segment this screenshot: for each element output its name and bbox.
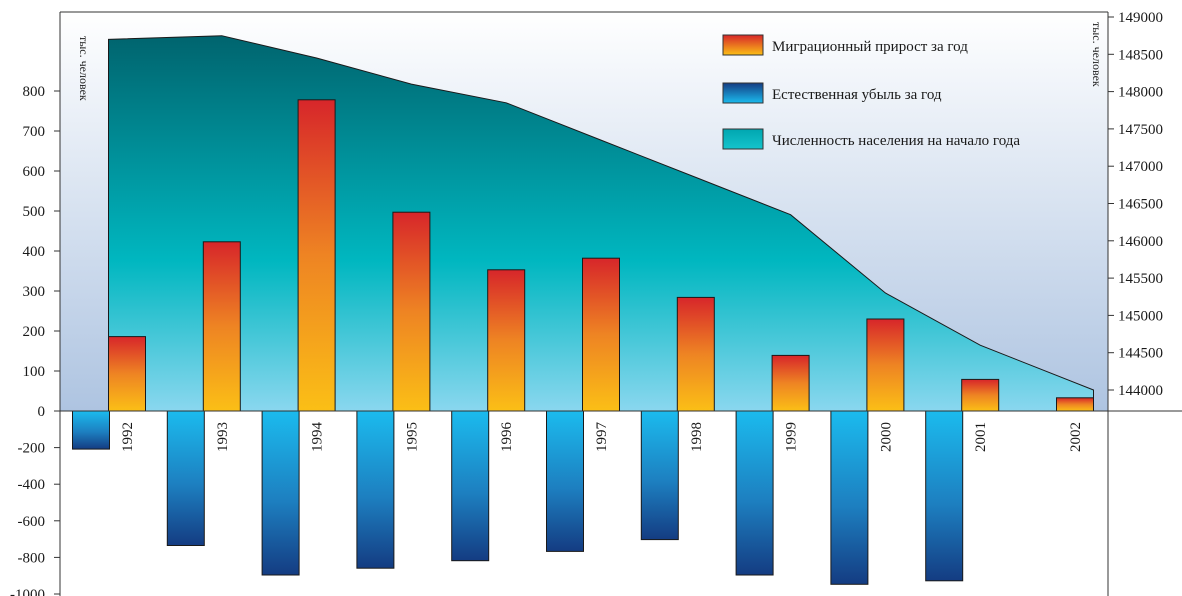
migration-bar-1997 xyxy=(582,257,620,412)
migration-bar-1999 xyxy=(771,354,810,412)
legend-label-population: Численность населения на начало года xyxy=(772,133,1020,149)
right-tick-label: 144000 xyxy=(1118,383,1163,399)
migration-bar-1995 xyxy=(392,211,431,412)
migration-bar-2002 xyxy=(1056,397,1094,412)
year-label-1997: 1997 xyxy=(594,422,610,453)
legend-item-population: Численность населения на начало года xyxy=(722,128,1020,150)
year-label-1998: 1998 xyxy=(689,422,705,452)
year-label-1993: 1993 xyxy=(215,422,231,452)
left-tick-label: 300 xyxy=(23,284,46,300)
migration-bar-1992 xyxy=(108,336,146,412)
year-label-1996: 1996 xyxy=(499,422,515,453)
left-tick-label: 400 xyxy=(23,244,46,260)
natural-loss-bars xyxy=(72,410,964,585)
legend: Миграционный прирост за год Естественная… xyxy=(722,34,1020,150)
year-label-2001: 2001 xyxy=(973,422,989,452)
legend-swatch-natural-loss xyxy=(722,82,764,104)
right-tick-label: 145500 xyxy=(1118,271,1163,287)
left-tick-label: 200 xyxy=(23,324,46,340)
legend-swatch-migration xyxy=(722,34,764,56)
right-axis-label: тыс. человек xyxy=(1090,22,1104,87)
right-tick-label: 147500 xyxy=(1118,122,1163,138)
left-axis-label: тыс. человек xyxy=(77,36,91,101)
migration-bar-2001 xyxy=(961,378,1000,412)
left-tick-label: 700 xyxy=(23,124,46,140)
legend-item-natural-loss: Естественная убыль за год xyxy=(722,82,942,104)
legend-swatch-population xyxy=(722,128,764,150)
natural-loss-bar-1993 xyxy=(166,410,205,546)
left-tick-label: -200 xyxy=(18,441,46,457)
migration-bar-1993 xyxy=(202,241,241,412)
migration-bar-1994 xyxy=(297,99,336,412)
left-tick-label: -600 xyxy=(18,514,46,530)
right-tick-label: 144500 xyxy=(1118,346,1163,362)
migration-bars xyxy=(108,99,1094,412)
natural-loss-bar-1999 xyxy=(735,410,774,576)
population-area xyxy=(108,35,1094,412)
legend-label-migration: Миграционный прирост за год xyxy=(772,39,968,55)
right-tick-label: 149000 xyxy=(1118,10,1163,26)
left-tick-label: 500 xyxy=(23,204,46,220)
natural-loss-bar-1996 xyxy=(451,410,490,562)
year-label-2000: 2000 xyxy=(878,422,894,452)
migration-bar-1998 xyxy=(676,296,715,412)
year-label-1995: 1995 xyxy=(404,422,420,452)
natural-loss-bar-2001 xyxy=(925,410,964,582)
left-tick-label: -1000 xyxy=(10,587,45,596)
right-tick-label: 146500 xyxy=(1118,197,1163,213)
right-axis-ticks: 144000 144500 145000 145500 146000 146500 1470… xyxy=(1108,10,1163,399)
natural-loss-bar-2000 xyxy=(830,410,869,585)
natural-loss-bar-1998 xyxy=(640,410,679,541)
migration-bar-2000 xyxy=(866,318,905,412)
year-label-1992: 1992 xyxy=(120,422,136,452)
right-tick-label: 148000 xyxy=(1118,85,1163,101)
left-tick-label: -800 xyxy=(18,550,46,566)
right-tick-label: 147000 xyxy=(1118,159,1163,175)
left-tick-label: 600 xyxy=(23,164,46,180)
natural-loss-bar-1997 xyxy=(546,410,584,552)
year-labels: 1992 1993 1994 1995 1996 1997 1998 1999 2000 2001… xyxy=(120,422,1084,453)
left-axis-ticks: 0 100 200 300 400 500 600 700 800 -200 -400 -600 -80… xyxy=(10,84,60,596)
left-tick-label: 800 xyxy=(23,84,46,100)
natural-loss-bar-1992 xyxy=(72,410,110,450)
left-tick-label: 100 xyxy=(23,364,46,380)
year-label-1994: 1994 xyxy=(310,422,326,453)
year-label-2002: 2002 xyxy=(1068,422,1084,452)
right-tick-label: 148500 xyxy=(1118,47,1163,63)
right-tick-label: 145000 xyxy=(1118,308,1163,324)
legend-label-natural-loss: Естественная убыль за год xyxy=(772,87,942,103)
natural-loss-bar-1994 xyxy=(261,410,300,576)
right-tick-label: 146000 xyxy=(1118,234,1163,250)
left-tick-label: 0 xyxy=(38,404,46,420)
migration-bar-1996 xyxy=(487,269,526,412)
left-tick-label: -400 xyxy=(18,477,46,493)
year-label-1999: 1999 xyxy=(784,422,800,452)
natural-loss-bar-1995 xyxy=(356,410,395,569)
legend-item-migration: Миграционный прирост за год xyxy=(722,34,968,56)
